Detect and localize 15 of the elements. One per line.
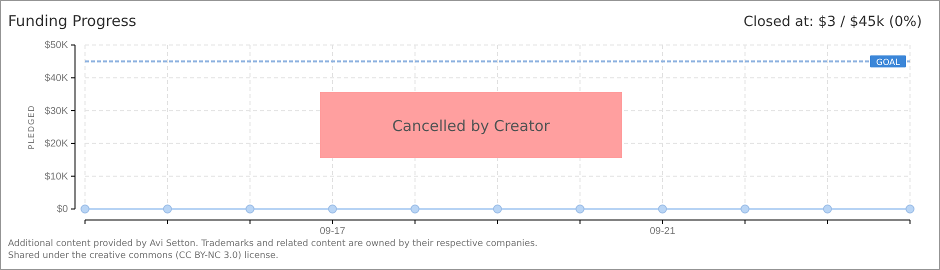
y-tick-label: $40K [44,73,68,84]
y-tick-label: $0 [56,204,68,216]
y-axis-title: PLEDGED [27,104,36,150]
chart-title: Funding Progress [8,12,137,30]
chart-subtitle: Closed at: $3 / $45k (0%) [743,14,922,30]
y-tick-label: $50K [44,40,68,52]
ref-line-label: GOAL [876,58,900,68]
text: Shared under the creative commons (CC BY-NC 3.0) license. [8,251,279,261]
text: Additional content provided by Avi Setton. Trademarks and related content are owned by their respective companies. [8,239,538,249]
y-tick-label: $10K [44,171,68,182]
x-tick-label: 09-21 [650,226,676,238]
y-tick-label: $20K [44,138,68,150]
x-tick-label: 09-17 [320,226,346,238]
y-tick-label: $30K [44,106,68,117]
annotation: Cancelled by Creator [392,117,551,135]
